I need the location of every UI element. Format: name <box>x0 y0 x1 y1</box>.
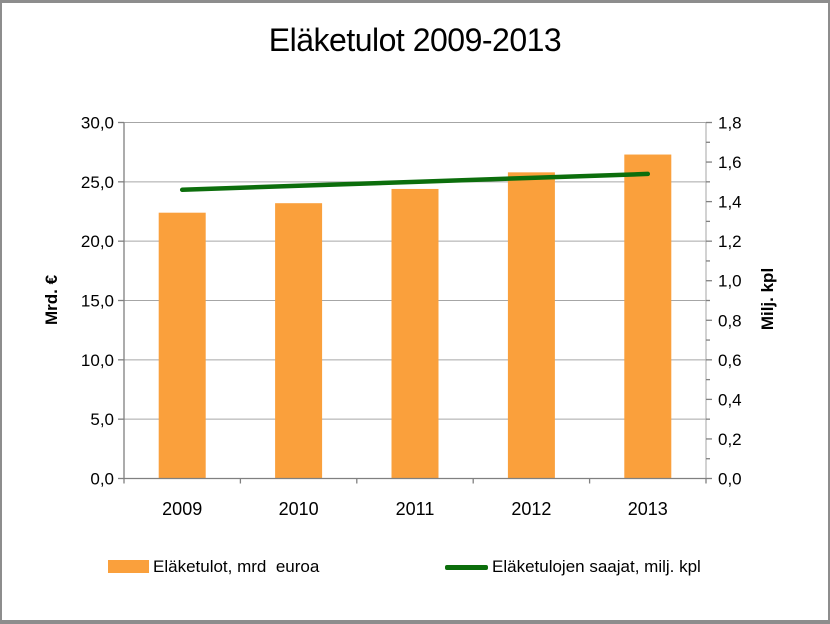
right-tick-label: 0,0 <box>718 470 742 489</box>
bar-2010 <box>275 203 323 479</box>
right-tick-label: 0,6 <box>718 351 742 370</box>
line-series <box>179 171 651 192</box>
bar-2011 <box>391 188 439 479</box>
bar-2013 <box>624 154 672 479</box>
right-tick-label: 1,2 <box>718 232 742 251</box>
left-tick-label: 25,0 <box>81 173 114 192</box>
plot-area: 0,0 5,0 10,0 15,0 20,0 25,0 30,0 0,0 0,2 0,4 0,6 0,… <box>81 114 742 520</box>
right-tick-label: 0,2 <box>718 430 742 449</box>
legend-swatch-line <box>445 565 488 570</box>
left-tick-label: 15,0 <box>81 292 114 311</box>
right-tick-label: 1,4 <box>718 193 742 212</box>
x-tick-label: 2013 <box>628 499 668 519</box>
left-tick-label: 10,0 <box>81 351 114 370</box>
legend-label-bar-series: Eläketulot, mrd euroa <box>153 557 320 576</box>
legend-label-line-series: Eläketulojen saajat, milj. kpl <box>492 557 701 576</box>
left-tick-label: 5,0 <box>90 410 114 429</box>
legend-swatch-bar <box>108 560 149 573</box>
left-tick-label: 0,0 <box>90 470 114 489</box>
bar-2012 <box>507 172 555 479</box>
left-tick-label: 30,0 <box>81 114 114 133</box>
right-tick-label: 1,0 <box>718 272 742 291</box>
chart-title: Eläketulot 2009-2013 <box>268 22 562 58</box>
right-tick-label: 0,4 <box>718 390 742 409</box>
bar-2009 <box>158 212 206 479</box>
x-tick-label: 2009 <box>162 499 202 519</box>
x-tick-label: 2011 <box>396 499 435 519</box>
right-tick-label: 0,8 <box>718 311 742 330</box>
left-tick-label: 20,0 <box>81 232 114 251</box>
right-tick-label: 1,8 <box>718 114 742 133</box>
x-tick-label: 2012 <box>511 499 551 519</box>
x-tick-label: 2010 <box>279 499 319 519</box>
right-tick-label: 1,6 <box>718 153 742 172</box>
